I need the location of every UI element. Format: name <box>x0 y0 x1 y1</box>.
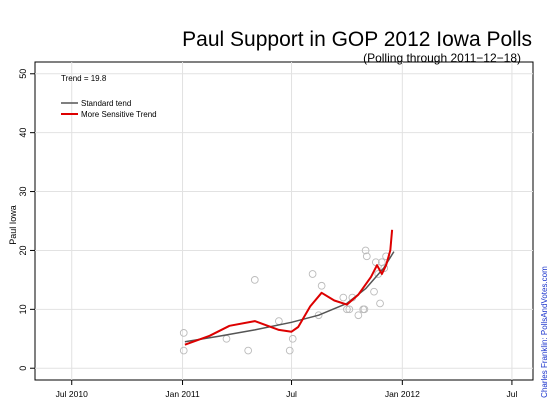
poll-point <box>308 270 317 278</box>
sensitive-trend-line <box>184 229 394 346</box>
trend-lines <box>184 229 395 346</box>
plot-frame <box>34 61 534 381</box>
poll-point <box>362 252 371 261</box>
data-points <box>179 246 390 355</box>
poll-point <box>179 329 188 337</box>
poll-point <box>370 287 378 296</box>
gridlines <box>35 62 533 380</box>
poll-point <box>339 293 348 302</box>
poll-point <box>314 311 323 320</box>
poll-point <box>354 311 363 320</box>
poll-point <box>275 317 283 325</box>
x-tick-label: Jan 2011 <box>165 389 200 399</box>
poll-point <box>343 305 351 314</box>
legend-label-sensitive-trend: More Sensitive Trend <box>81 110 157 119</box>
x-tick-label: Jul 2010 <box>56 389 88 399</box>
trend-annotation: Trend = 19.8 <box>61 74 107 83</box>
poll-point <box>380 264 389 272</box>
standard-trend-line <box>184 251 395 343</box>
poll-point <box>222 334 231 343</box>
x-tick-label: Jul <box>506 389 517 399</box>
poll-point <box>250 276 259 284</box>
legend-label-standard-trend: Standard tend <box>81 99 131 108</box>
poll-point <box>288 334 297 343</box>
poll-point <box>360 305 369 314</box>
poll-point <box>345 305 354 314</box>
y-tick-label: 20 <box>18 245 28 255</box>
credit-label: Charles Franklin: PollsAndVotes.com <box>540 266 549 398</box>
y-axis-label: Paul Iowa <box>8 205 18 245</box>
poll-point <box>317 281 326 290</box>
y-tick-label: 30 <box>18 187 28 197</box>
poll-point <box>285 346 294 355</box>
chart-subtitle: (Polling through 2011−12−18) <box>363 51 521 65</box>
x-tick-label: Jan 2012 <box>385 389 420 399</box>
y-tick-label: 0 <box>18 366 28 371</box>
poll-point <box>361 246 370 255</box>
legend: Trend = 19.8 Standard tend More Sensitiv… <box>61 74 157 119</box>
y-tick-label: 40 <box>18 128 28 138</box>
axis-ticks: 0 10 20 30 40 50 Jul 2010 Jan 2011 Jul Jan 2012 Ju… <box>18 69 517 399</box>
poll-point <box>179 346 188 355</box>
poll-point <box>376 299 384 308</box>
poll-point <box>244 346 253 355</box>
y-tick-label: 50 <box>18 69 28 79</box>
chart-title: Paul Support in GOP 2012 Iowa Polls <box>182 28 532 51</box>
y-tick-label: 10 <box>18 304 28 314</box>
x-tick-label: Jul <box>286 389 297 399</box>
